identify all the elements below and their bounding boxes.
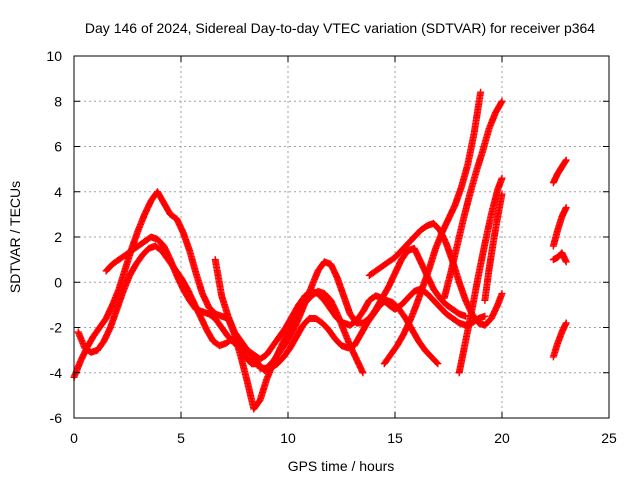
series-arc-12 xyxy=(549,204,570,250)
data-point xyxy=(561,157,569,165)
y-tick-label: 8 xyxy=(54,93,62,109)
series-arc-10 xyxy=(549,319,570,361)
series-arc-11 xyxy=(549,156,570,187)
series-arc-9 xyxy=(481,190,506,304)
data-point xyxy=(481,312,489,320)
data-point xyxy=(498,190,506,198)
x-tick-label: 20 xyxy=(494,430,510,446)
x-axis-label: GPS time / hours xyxy=(288,458,395,474)
series-arc-6 xyxy=(380,88,485,368)
series-arc-13 xyxy=(549,249,570,266)
tick-labels: 0 5 10 15 20 25 -6 -4 -2 0 2 4 6 8 10 xyxy=(46,48,617,446)
y-tick-label: -2 xyxy=(50,320,63,336)
data-point xyxy=(562,156,570,164)
grid xyxy=(74,56,609,418)
series-arc-8 xyxy=(455,174,506,377)
chart-title: Day 146 of 2024, Sidereal Day-to-day VTE… xyxy=(85,20,595,36)
series-arc-1 xyxy=(70,188,367,413)
data-point xyxy=(477,88,485,96)
series-arc-7 xyxy=(440,97,506,302)
y-tick-label: 10 xyxy=(46,48,62,64)
data-point xyxy=(562,258,570,266)
y-axis-label: SDTVAR / TECUs xyxy=(7,181,23,293)
series-arc-4 xyxy=(211,256,489,363)
data-point xyxy=(498,174,506,182)
y-tick-label: 6 xyxy=(54,139,62,155)
data-point xyxy=(462,312,470,320)
y-tick-label: 2 xyxy=(54,229,62,245)
x-tick-label: 10 xyxy=(280,430,296,446)
y-tick-label: 4 xyxy=(54,184,62,200)
data-point xyxy=(498,97,506,105)
x-tick-label: 5 xyxy=(177,430,185,446)
y-tick-label: 0 xyxy=(54,274,62,290)
y-tick-label: -6 xyxy=(50,410,63,426)
data-point xyxy=(562,204,570,212)
data-point xyxy=(359,369,367,377)
data-point xyxy=(498,290,506,298)
data-points xyxy=(70,88,570,413)
axis-ticks xyxy=(73,55,610,419)
data-point xyxy=(434,360,442,368)
y-tick-label: -4 xyxy=(50,365,63,381)
data-point xyxy=(562,319,570,327)
x-tick-label: 0 xyxy=(70,430,78,446)
x-tick-label: 15 xyxy=(387,430,403,446)
x-tick-label: 25 xyxy=(601,430,617,446)
data-point xyxy=(433,359,441,367)
data-point xyxy=(497,99,505,107)
